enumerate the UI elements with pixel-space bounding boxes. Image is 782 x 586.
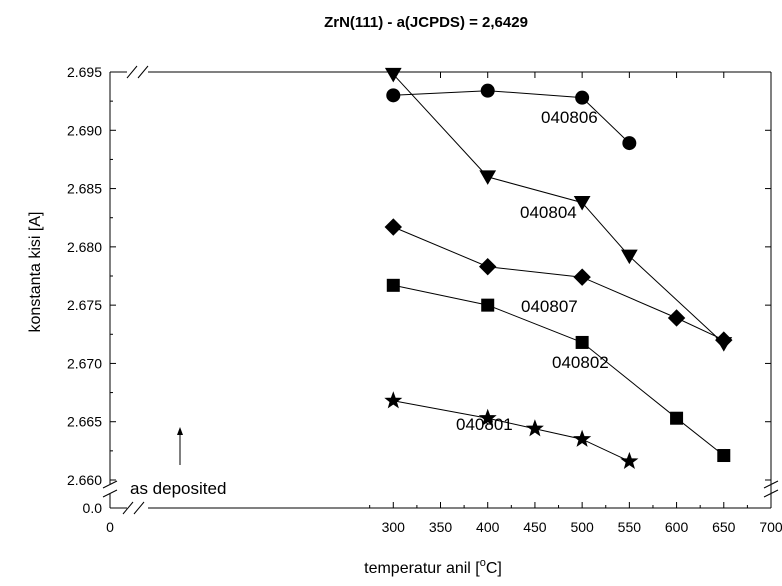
plot-frame: [102, 65, 779, 515]
data-point: [479, 170, 497, 185]
x-tick-label: 500: [570, 519, 594, 535]
x-axis-title: temperatur anil [oC]: [364, 557, 502, 577]
series-040802: [386, 278, 731, 463]
series-label: 040801: [456, 415, 513, 434]
series-040807: [384, 218, 733, 349]
x-axis: 0 300 350 400 450 500 550 600 650 700: [106, 72, 782, 535]
series-040801: [384, 391, 639, 470]
chart-title: ZrN(111) - a(JCPDS) = 2,6429: [324, 14, 528, 31]
y-tick-label: 2.660: [67, 472, 102, 488]
x-tick-label: 0: [106, 519, 114, 535]
series-label: 040802: [552, 353, 609, 372]
as-deposited-annotation: as deposited: [130, 427, 226, 498]
axis-break-right-2: [763, 489, 779, 498]
series-040806: [386, 83, 637, 151]
data-point: [670, 411, 684, 425]
y-tick-label: 2.695: [67, 64, 102, 80]
data-point: [480, 83, 495, 98]
axis-break-left-2: [102, 489, 118, 498]
axis-break-bottom-1: [122, 501, 134, 515]
series-label: 040807: [521, 297, 578, 316]
x-tick-label: 650: [712, 519, 736, 535]
y-tick-label: 2.670: [67, 355, 102, 371]
data-point: [715, 331, 733, 349]
axis-break-bottom-2: [133, 501, 145, 515]
x-tick-label: 350: [429, 519, 453, 535]
data-point: [717, 449, 731, 463]
data-point: [478, 408, 497, 426]
data-point: [575, 335, 589, 349]
as-deposited-label: as deposited: [130, 479, 226, 498]
data-point: [479, 257, 497, 276]
y-tick-label: 2.685: [67, 181, 102, 197]
y-axis-title: konstanta kisi [A]: [27, 212, 44, 333]
data-point: [386, 88, 401, 103]
axis-break-right-1: [763, 480, 779, 489]
data-point: [573, 429, 592, 447]
y-tick-label: 2.675: [67, 297, 102, 313]
data-point: [620, 451, 639, 470]
series-label: 040804: [520, 203, 577, 222]
as-deposited-arrowhead: [177, 427, 183, 435]
y-axis: 2.660 2.665 2.670 2.675 2.680 2.685 2.690 2.695…: [67, 64, 771, 516]
axis-break-top-2: [137, 65, 149, 79]
x-tick-label: 300: [382, 519, 406, 535]
series-line: [393, 90, 630, 144]
data-point: [620, 249, 638, 265]
data-point: [573, 196, 591, 211]
data-point: [386, 278, 400, 292]
data-point: [384, 67, 402, 83]
data-point: [481, 298, 495, 312]
axis-break-left-1: [102, 480, 118, 489]
data-point: [384, 218, 402, 236]
series-label: 040806: [541, 108, 598, 127]
x-tick-label: 400: [476, 519, 500, 535]
axis-break-top-1: [126, 65, 138, 79]
data-point: [525, 419, 544, 437]
x-tick-label: 550: [618, 519, 642, 535]
x-tick-label: 450: [523, 519, 547, 535]
series-labels: 040806 040804 040807 040802 040801: [456, 108, 609, 434]
data-point: [667, 309, 686, 327]
y-tick-label: 2.665: [67, 414, 102, 430]
y-tick-label-zero: 0.0: [83, 500, 103, 516]
x-tick-label: 600: [665, 519, 689, 535]
y-tick-label: 2.690: [67, 122, 102, 138]
data-point: [573, 268, 591, 286]
y-tick-label: 2.680: [67, 239, 102, 255]
data-point: [575, 90, 590, 105]
x-tick-label: 700: [759, 519, 782, 535]
data-point: [622, 136, 637, 151]
data-point: [384, 391, 403, 409]
series-group: [384, 67, 733, 470]
